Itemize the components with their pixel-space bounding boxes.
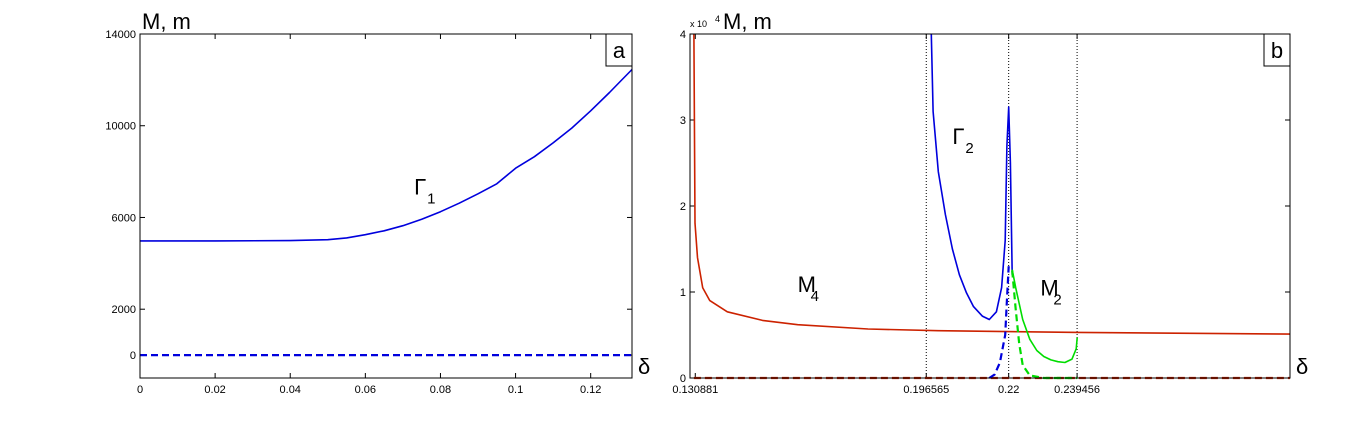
panel-label-box (1263, 33, 1291, 67)
x-tick-label: 0.02 (204, 384, 225, 396)
panel-a: 0 0.02 0.04 0.06 0.08 0.1 0.12 0 2000 6000 10000 14… (105, 9, 650, 396)
y-tick-label: 4 (680, 29, 686, 41)
panel-label: a (613, 38, 626, 63)
x-tick-label: 0.08 (430, 384, 451, 396)
series-label: M (1040, 275, 1058, 300)
x-axis-title: δ (638, 354, 650, 379)
series-label: M (798, 272, 816, 297)
y-axis-title: M, m (723, 9, 772, 34)
series-line (988, 266, 1010, 379)
panel-label: b (1271, 38, 1283, 63)
axes-frame (689, 33, 1291, 379)
y-tick-label: 14000 (105, 29, 136, 41)
y-tick-label: 10000 (105, 121, 136, 133)
series-label-subscript: 2 (965, 140, 973, 157)
series-label-subscript: 1 (427, 191, 435, 208)
series-line (140, 68, 633, 242)
x-tick-label: 0.1 (508, 384, 523, 396)
y-tick-label: 2000 (112, 304, 136, 316)
series-line (930, 33, 1013, 321)
series-label-subscript: 4 (811, 288, 819, 305)
axes-frame (139, 33, 633, 379)
x-tick-label: 0.196565 (903, 384, 949, 396)
y-tick-label: 1 (680, 287, 686, 299)
x-tick-label: 0 (137, 384, 143, 396)
series-line (1011, 269, 1078, 364)
x-tick-label: 0.130881 (672, 384, 718, 396)
series-label-subscript: 2 (1053, 291, 1061, 308)
y-multiplier: x 10 (690, 19, 707, 29)
panel-label-box (605, 33, 633, 67)
series-label: Γ (952, 124, 964, 149)
x-tick-label: 0.12 (580, 384, 601, 396)
x-tick-label: 0.04 (280, 384, 301, 396)
y-tick-label: 3 (680, 115, 686, 127)
y-tick-label: 2 (680, 201, 686, 213)
series-label: Γ (414, 175, 426, 200)
y-tick-label: 0 (130, 350, 136, 362)
y-tick-label: 0 (680, 373, 686, 385)
series-line (693, 33, 1291, 335)
x-axis-title: δ (1296, 354, 1308, 379)
x-tick-label: 0.22 (998, 384, 1019, 396)
y-axis-title: M, m (142, 9, 191, 34)
x-tick-label: 0.06 (355, 384, 376, 396)
y-multiplier-exponent: 4 (715, 14, 720, 24)
x-tick-label: 0.239456 (1054, 384, 1100, 396)
y-tick-label: 6000 (112, 212, 136, 224)
